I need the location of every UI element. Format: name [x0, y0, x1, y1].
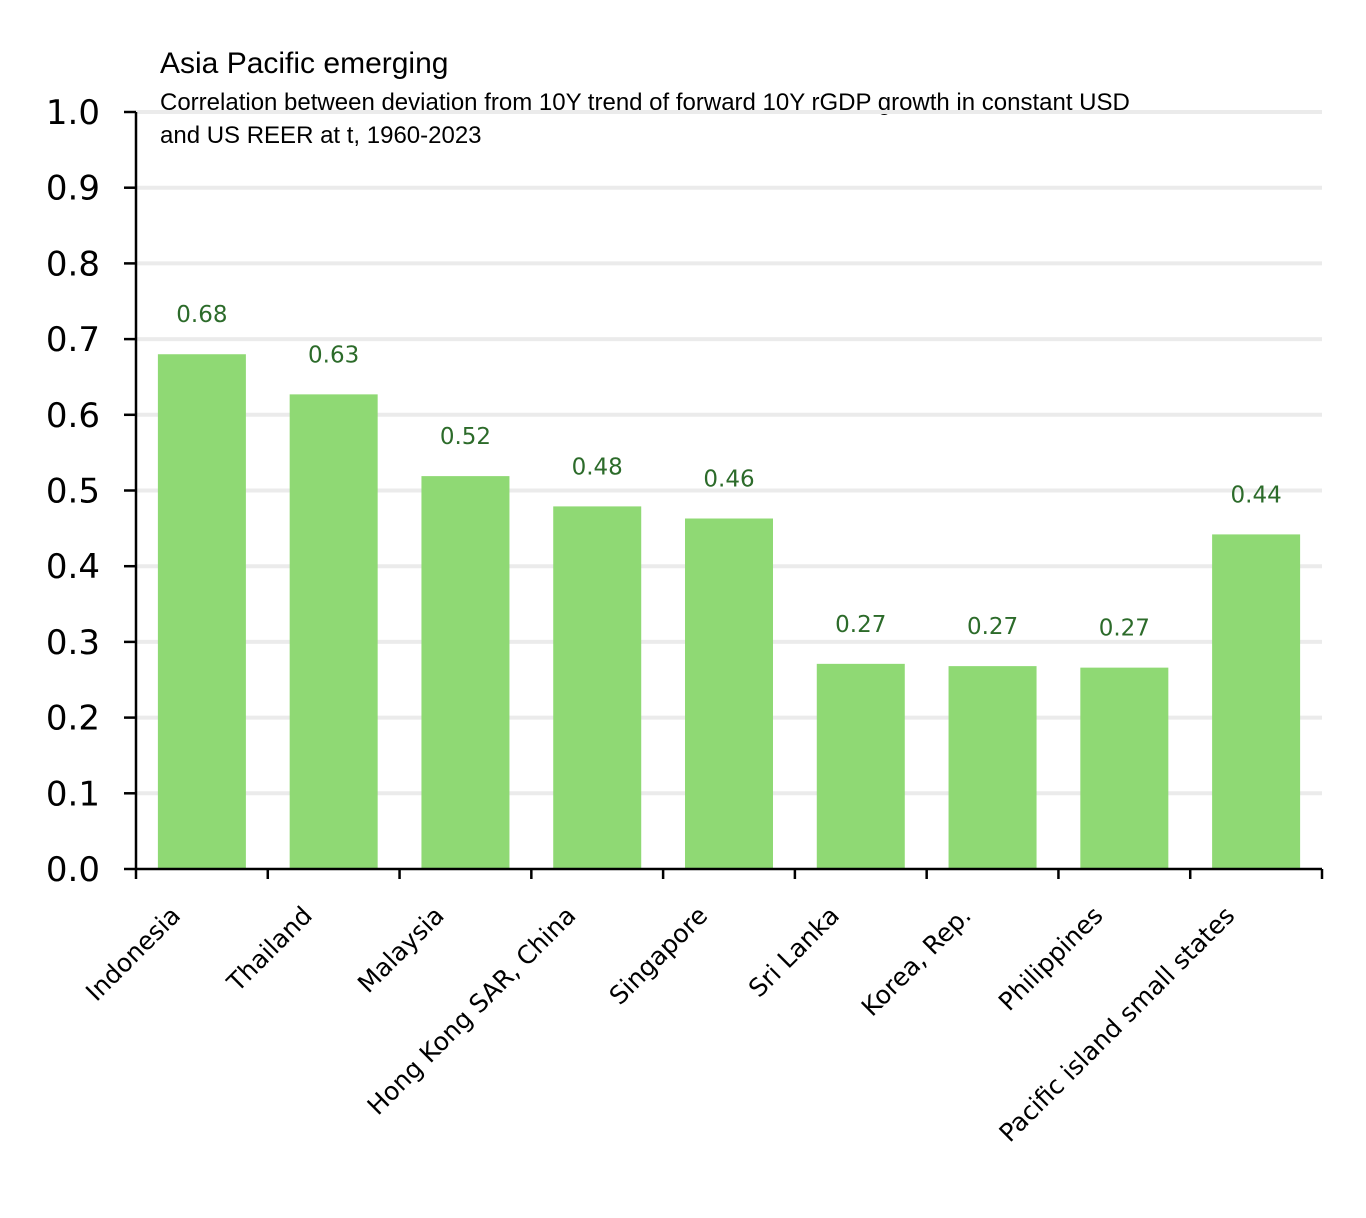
bar-indonesia — [157, 354, 246, 869]
x-tick-label: Sri Lanka — [743, 901, 845, 1003]
x-tick-label: Korea, Rep. — [856, 901, 977, 1022]
y-tick-label: 0.8 — [46, 244, 100, 284]
bar-malaysia — [421, 476, 510, 869]
y-tick-label: 0.9 — [46, 169, 100, 209]
bar-hong-kong-sar-china — [553, 506, 642, 869]
y-tick-label: 0.1 — [46, 774, 100, 814]
bars — [157, 354, 1301, 869]
x-tick-label: Pacific island small states — [993, 901, 1240, 1148]
bar-philippines — [1080, 667, 1169, 869]
x-tick-label: Hong Kong SAR, China — [362, 901, 582, 1121]
data-label: 0.52 — [440, 424, 491, 450]
y-tick-label: 0.7 — [46, 320, 100, 360]
y-tick-label: 1.0 — [46, 93, 100, 133]
y-tick-label: 0.4 — [46, 547, 100, 587]
data-label: 0.63 — [308, 342, 359, 368]
x-tick-label: Indonesia — [80, 901, 186, 1007]
data-label: 0.27 — [967, 614, 1018, 640]
data-label: 0.27 — [1099, 616, 1150, 642]
data-label: 0.27 — [835, 612, 886, 638]
axes — [124, 110, 1324, 879]
bar-singapore — [685, 518, 773, 869]
bar-thailand — [289, 394, 378, 869]
data-label: 0.46 — [703, 467, 754, 493]
y-tick-label: 0.3 — [46, 623, 100, 663]
chart-subtitle-line-2: and US REER at t, 1960-2023 — [160, 122, 482, 149]
y-tick-label: 0.2 — [46, 699, 100, 739]
chart-title: Asia Pacific emerging — [160, 47, 448, 80]
data-label: 0.44 — [1231, 482, 1282, 508]
y-tick-label: 0.0 — [46, 850, 100, 890]
y-tick-label: 0.6 — [46, 396, 100, 436]
data-label: 0.68 — [176, 302, 227, 328]
x-tick-label: Philippines — [993, 901, 1109, 1017]
bar-sri-lanka — [816, 663, 905, 869]
bar-korea-rep — [948, 666, 1037, 869]
bar-pacific-island-small-states — [1212, 534, 1301, 869]
data-label: 0.48 — [572, 454, 623, 480]
y-tick-label: 0.5 — [46, 472, 100, 512]
x-tick-label: Malaysia — [352, 901, 450, 999]
x-tick-label: Thailand — [221, 901, 318, 998]
x-tick-label: Singapore — [604, 901, 714, 1011]
